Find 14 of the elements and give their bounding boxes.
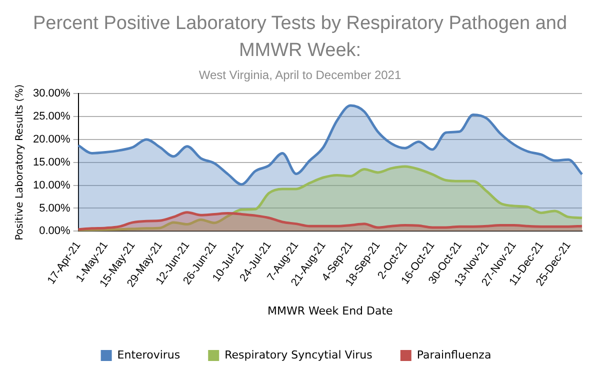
legend-label: Respiratory Syncytial Virus xyxy=(224,348,373,362)
y-tick-label: 0.00% xyxy=(39,225,71,238)
chart-title: Percent Positive Laboratory Tests by Respiratory Pathogen and MMWR Week: xyxy=(32,12,568,63)
x-axis-title: MMWR Week End Date xyxy=(267,304,394,318)
y-tick-label: 25.00% xyxy=(32,110,71,123)
y-tick-label: 20.00% xyxy=(32,133,71,146)
y-tick-label: 30.00% xyxy=(32,88,71,100)
y-tick-label: 15.00% xyxy=(32,156,71,168)
legend-label: Parainfluenza xyxy=(416,348,492,362)
y-tick-label: 10.00% xyxy=(32,179,71,192)
y-tick-label: 5.00% xyxy=(39,202,71,214)
y-axis-title: Positive Laboratory Results (%) xyxy=(14,84,26,240)
chart-subtitle: West Virginia, April to December 2021 xyxy=(198,68,402,82)
legend-label: Enterovirus xyxy=(117,348,180,362)
